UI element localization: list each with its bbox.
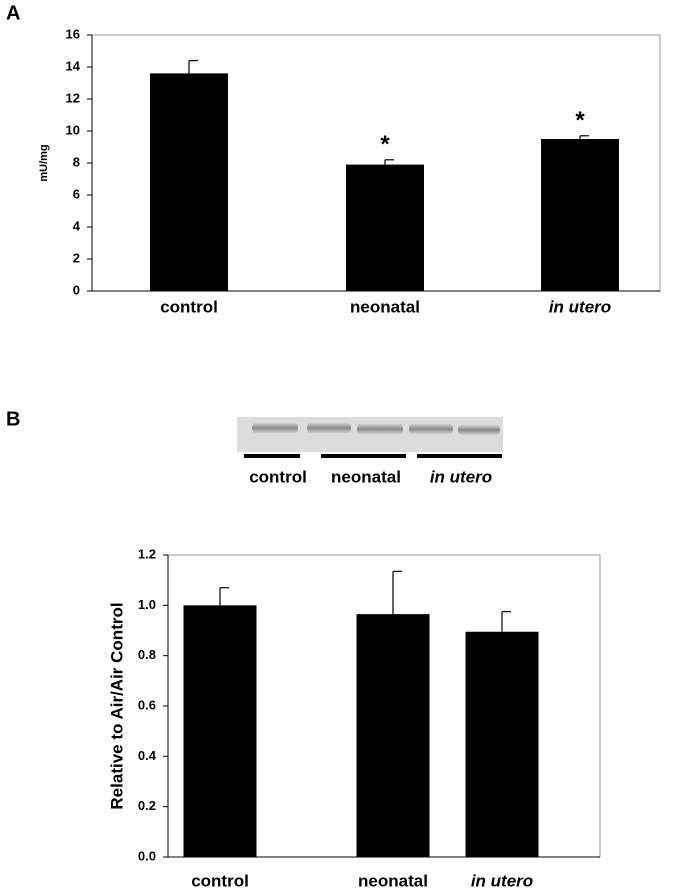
y-tick-label: 0.0: [138, 848, 156, 863]
bar: [183, 605, 257, 857]
y-axis-label: mU/mg: [38, 144, 50, 181]
x-tick-label: in utero: [471, 871, 533, 890]
y-tick-label: 0.8: [138, 647, 156, 662]
blot-band: [409, 424, 453, 434]
y-tick-label: 1.2: [138, 546, 156, 561]
significance-mark: *: [575, 107, 585, 134]
y-tick-label: 16: [66, 26, 80, 41]
y-tick-label: 2: [73, 250, 80, 265]
lane-bar: [321, 454, 406, 458]
y-tick-label: 8: [73, 154, 80, 169]
x-tick-label: control: [160, 297, 218, 316]
significance-mark: *: [380, 131, 390, 158]
y-tick-label: 0: [73, 282, 80, 297]
bar: [465, 631, 539, 857]
blot-band: [307, 423, 351, 433]
y-tick-label: 0.2: [138, 798, 156, 813]
blot-band: [357, 424, 403, 434]
bar: [541, 139, 619, 291]
y-tick-label: 14: [66, 58, 81, 73]
bar: [346, 164, 424, 291]
blot: control neonatal in utero: [237, 417, 503, 486]
blot-label: control: [249, 467, 307, 486]
x-tick-label: neonatal: [350, 297, 420, 316]
blot-background: [237, 417, 503, 452]
y-axis-label: Relative to Air/Air Control: [107, 602, 126, 809]
x-tick-label: in utero: [549, 297, 611, 316]
y-tick-label: 12: [66, 90, 80, 105]
y-tick-label: 6: [73, 186, 80, 201]
bar: [356, 614, 430, 857]
lane-bar: [417, 454, 502, 458]
y-tick-label: 1.0: [138, 597, 156, 612]
y-tick-label: 0.4: [138, 748, 157, 763]
y-tick-label: 0.6: [138, 697, 156, 712]
panel-label: A: [6, 2, 20, 24]
blot-band: [252, 423, 298, 433]
blot-label: neonatal: [331, 467, 401, 486]
x-tick-label: neonatal: [358, 871, 428, 890]
y-tick-label: 10: [66, 122, 80, 137]
x-tick-label: control: [191, 871, 249, 890]
panel-label: B: [6, 408, 20, 430]
y-tick-label: 4: [73, 218, 81, 233]
bar: [150, 73, 228, 292]
blot-band: [458, 425, 500, 435]
lane-bar: [244, 454, 300, 458]
blot-label: in utero: [430, 467, 492, 486]
